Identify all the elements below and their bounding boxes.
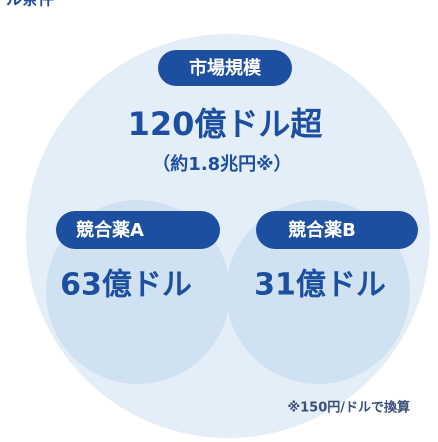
competitor-b-badge [256,211,418,249]
market-badge-text: 市場規模 [189,57,262,79]
market-value: 120億ドル超 [128,105,324,143]
note: ※150円/ドルで換算 [287,400,410,416]
market-badge [158,50,292,86]
competitor-b-value: 31億ドル [254,268,386,303]
competitor-a-value: 63億ドル [60,268,192,303]
cut-title: ル条件 [6,0,54,9]
competitor-a-badge [56,211,220,249]
market-sub: （約1.8兆円※） [152,153,291,175]
competitor-b-badge-text: 競合薬B [288,219,356,241]
competitor-a-badge-text: 競合薬A [76,219,144,241]
